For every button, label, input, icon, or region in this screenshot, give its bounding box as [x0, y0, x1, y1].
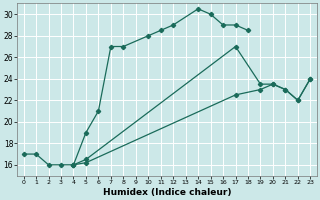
- X-axis label: Humidex (Indice chaleur): Humidex (Indice chaleur): [103, 188, 231, 197]
